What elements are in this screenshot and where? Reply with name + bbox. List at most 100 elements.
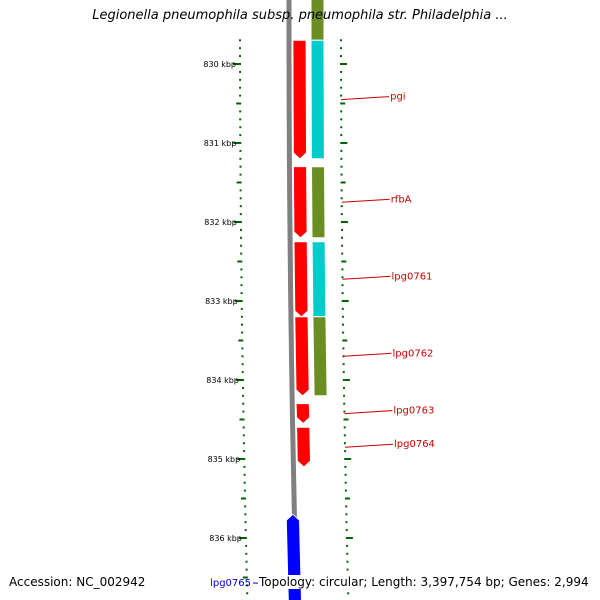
- outer-minor-tick: [340, 126, 343, 129]
- minor-tick: [241, 347, 244, 350]
- gene-label: rfbA: [391, 194, 412, 205]
- minor-tick: [236, 181, 242, 184]
- outer-minor-tick: [340, 165, 343, 168]
- gene-label-leader: [342, 275, 391, 280]
- gene-arrow: [292, 39, 307, 160]
- minor-tick: [243, 481, 246, 484]
- gene-label-leader: [344, 443, 394, 448]
- major-tick: [233, 142, 242, 144]
- gene-label: lpg0761: [392, 271, 433, 282]
- minor-tick: [242, 576, 248, 579]
- minor-tick: [243, 465, 246, 468]
- outer-major-tick: [340, 221, 348, 223]
- outer-minor-tick: [343, 410, 346, 413]
- minor-tick: [239, 157, 242, 160]
- outer-minor-tick: [344, 473, 347, 476]
- minor-tick: [242, 402, 245, 405]
- outer-minor-tick: [340, 157, 343, 160]
- gene-arrow: [294, 316, 310, 397]
- minor-tick: [240, 307, 243, 310]
- minor-tick: [245, 560, 248, 563]
- outer-minor-tick: [340, 181, 346, 184]
- cog-segment: [311, 241, 327, 318]
- cog-track-layer: [310, 0, 328, 397]
- outer-minor-tick: [346, 552, 349, 555]
- outer-minor-tick: [341, 292, 344, 295]
- outer-minor-tick: [341, 315, 344, 318]
- outer-minor-tick: [346, 544, 349, 547]
- backbone-arc: [286, 0, 299, 600]
- minor-tick: [246, 584, 248, 587]
- outer-minor-tick: [345, 497, 350, 500]
- outer-minor-tick: [340, 94, 343, 97]
- outer-minor-tick: [343, 434, 346, 437]
- minor-tick: [239, 118, 242, 121]
- minor-tick: [239, 47, 241, 50]
- minor-tick: [243, 450, 246, 453]
- outer-minor-tick: [344, 489, 347, 492]
- minor-tick: [242, 410, 245, 413]
- minor-tick: [245, 544, 248, 547]
- outer-minor-tick: [342, 331, 345, 334]
- minor-tick: [246, 592, 249, 595]
- outer-minor-tick: [341, 268, 344, 271]
- outer-major-tick: [345, 537, 353, 539]
- outer-minor-tick: [340, 47, 342, 50]
- gene-arrow: [293, 166, 308, 239]
- outer-minor-tick: [342, 347, 345, 350]
- major-tick: [233, 63, 241, 65]
- minor-tick: [243, 489, 246, 492]
- tick-labels-layer: 830 kbp 831 kbp 832 kbp 833 kbp 834 kbp 835 k…: [203, 60, 242, 543]
- outer-minor-tick: [340, 110, 343, 113]
- minor-tick: [237, 260, 243, 263]
- outer-major-tick: [340, 63, 347, 65]
- minor-tick: [242, 442, 245, 445]
- minor-tick: [244, 521, 247, 524]
- major-tick: [237, 458, 246, 460]
- cog-segment: [310, 39, 325, 160]
- minor-tick: [239, 126, 242, 129]
- outer-minor-tick: [342, 339, 348, 342]
- minor-tick: [239, 94, 242, 97]
- outer-major-tick: [340, 142, 348, 144]
- minor-tick: [242, 394, 245, 397]
- outer-minor-tick: [340, 173, 343, 176]
- minor-tick: [240, 228, 242, 231]
- minor-tick: [239, 213, 242, 216]
- minor-tick: [240, 244, 243, 247]
- cog-segment: [312, 316, 328, 397]
- outer-major-tick: [341, 300, 349, 302]
- topology-text: Topology: circular; Length: 3,397,754 bp…: [258, 575, 590, 589]
- minor-tick: [240, 268, 243, 271]
- gene-arrow: [296, 426, 311, 468]
- tick-label: 832 kbp: [204, 218, 237, 227]
- outer-minor-tick: [341, 276, 344, 279]
- minor-tick: [241, 497, 246, 500]
- outer-minor-tick: [340, 39, 342, 42]
- outer-minor-tick: [346, 568, 349, 571]
- outer-minor-tick: [345, 529, 348, 532]
- minor-tick: [241, 355, 244, 358]
- outer-minor-tick: [343, 402, 346, 405]
- minor-tick: [238, 339, 244, 342]
- minor-tick: [239, 55, 241, 58]
- outer-minor-tick: [340, 213, 343, 216]
- outer-minor-tick: [340, 197, 343, 200]
- outer-minor-tick: [345, 521, 348, 524]
- gene-label-leader: [341, 96, 390, 101]
- gene-label: lpg0762: [393, 348, 434, 359]
- minor-tick: [236, 102, 242, 105]
- gene-label: lpg0763: [393, 406, 434, 417]
- outer-minor-tick: [340, 86, 343, 89]
- minor-tick: [244, 529, 247, 532]
- outer-minor-tick: [347, 592, 350, 595]
- tick-label: 835 kbp: [208, 455, 241, 464]
- gene-label: lpg0765: [210, 578, 251, 589]
- gene-label: lpg0764: [394, 439, 435, 450]
- gene-arrow: [293, 241, 309, 318]
- outer-minor-tick: [342, 363, 345, 366]
- outer-minor-tick: [341, 244, 344, 247]
- minor-tick: [242, 434, 245, 437]
- minor-tick: [240, 315, 243, 318]
